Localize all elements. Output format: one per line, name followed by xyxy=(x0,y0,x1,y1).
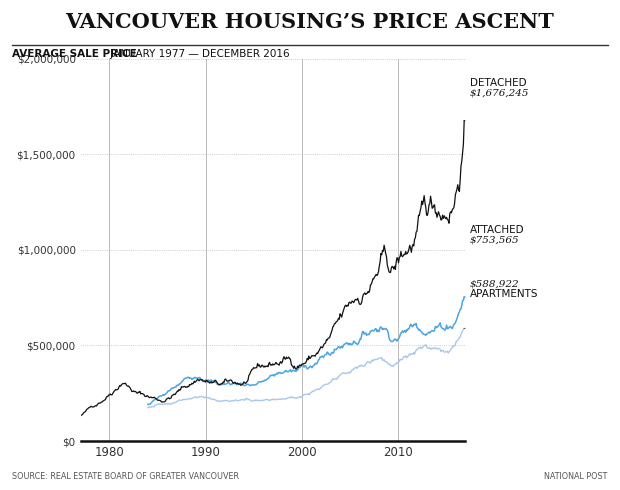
Text: ATTACHED: ATTACHED xyxy=(470,225,525,235)
Text: JANUARY 1977 — DECEMBER 2016: JANUARY 1977 — DECEMBER 2016 xyxy=(107,49,290,59)
Text: AVERAGE SALE PRICE: AVERAGE SALE PRICE xyxy=(12,49,137,59)
Text: DETACHED: DETACHED xyxy=(470,78,526,88)
Text: APARTMENTS: APARTMENTS xyxy=(470,289,538,299)
Text: SOURCE: REAL ESTATE BOARD OF GREATER VANCOUVER: SOURCE: REAL ESTATE BOARD OF GREATER VAN… xyxy=(12,472,239,481)
Text: $588,922: $588,922 xyxy=(470,279,520,288)
Text: $753,565: $753,565 xyxy=(470,235,520,244)
Text: VANCOUVER HOUSING’S PRICE ASCENT: VANCOUVER HOUSING’S PRICE ASCENT xyxy=(66,12,554,32)
Text: NATIONAL POST: NATIONAL POST xyxy=(544,472,608,481)
Text: $1,676,245: $1,676,245 xyxy=(470,88,529,97)
